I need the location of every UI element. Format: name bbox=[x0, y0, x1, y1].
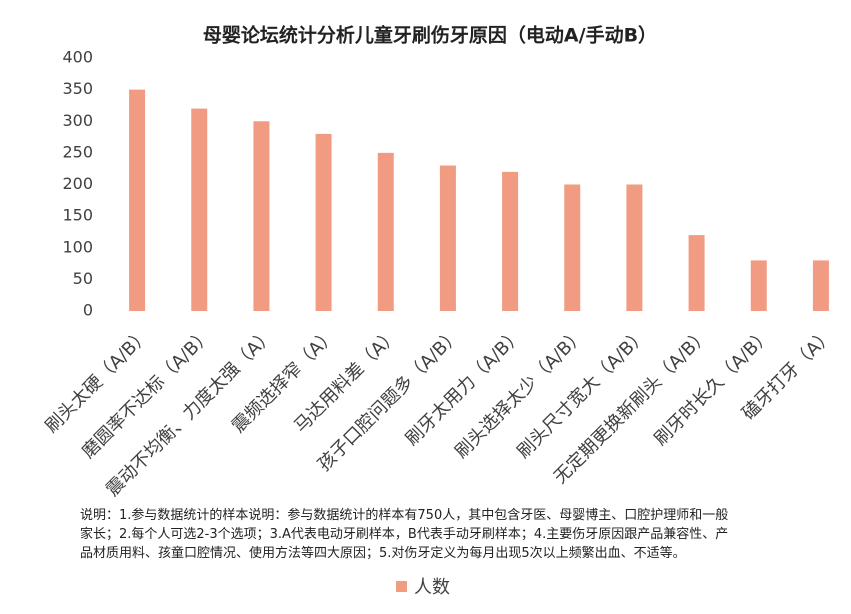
y-tick-label: 50 bbox=[73, 269, 93, 288]
x-tick-label: 刷头太硬（A/B） bbox=[41, 324, 154, 437]
bar bbox=[191, 108, 208, 311]
x-tick-label: 马达用料差（A） bbox=[290, 324, 403, 437]
y-tick-label: 150 bbox=[62, 206, 93, 225]
y-tick-label: 250 bbox=[62, 142, 93, 161]
legend-swatch bbox=[396, 581, 407, 592]
legend-label: 人数 bbox=[414, 577, 450, 598]
bar bbox=[564, 184, 581, 311]
bar bbox=[439, 165, 456, 311]
y-tick-label: 0 bbox=[83, 301, 93, 320]
chart-title: 母婴论坛统计分析儿童牙刷伤牙原因（电动A/手动B） bbox=[203, 24, 657, 47]
y-tick-label: 350 bbox=[62, 79, 93, 98]
bar bbox=[626, 184, 643, 311]
y-tick-label: 100 bbox=[62, 237, 93, 256]
bar bbox=[129, 89, 146, 311]
bar bbox=[688, 235, 705, 311]
y-tick-label: 300 bbox=[62, 111, 93, 130]
bar bbox=[812, 260, 829, 311]
y-tick-label: 400 bbox=[62, 48, 93, 67]
x-tick-label: 刷牙太用力（A/B） bbox=[401, 324, 527, 450]
x-tick-label: 震频选择窄（A） bbox=[228, 324, 341, 437]
bar bbox=[377, 152, 394, 311]
note: 说明：1.参与数据统计的样本说明：参与数据统计的样本有750人，其中包含牙医、母… bbox=[80, 508, 729, 561]
bar bbox=[315, 133, 332, 311]
y-tick-label: 200 bbox=[62, 174, 93, 193]
bar bbox=[750, 260, 767, 311]
x-tick-label: 刷牙时长久（A/B） bbox=[650, 324, 776, 450]
bar bbox=[253, 121, 270, 311]
bar bbox=[502, 171, 519, 311]
